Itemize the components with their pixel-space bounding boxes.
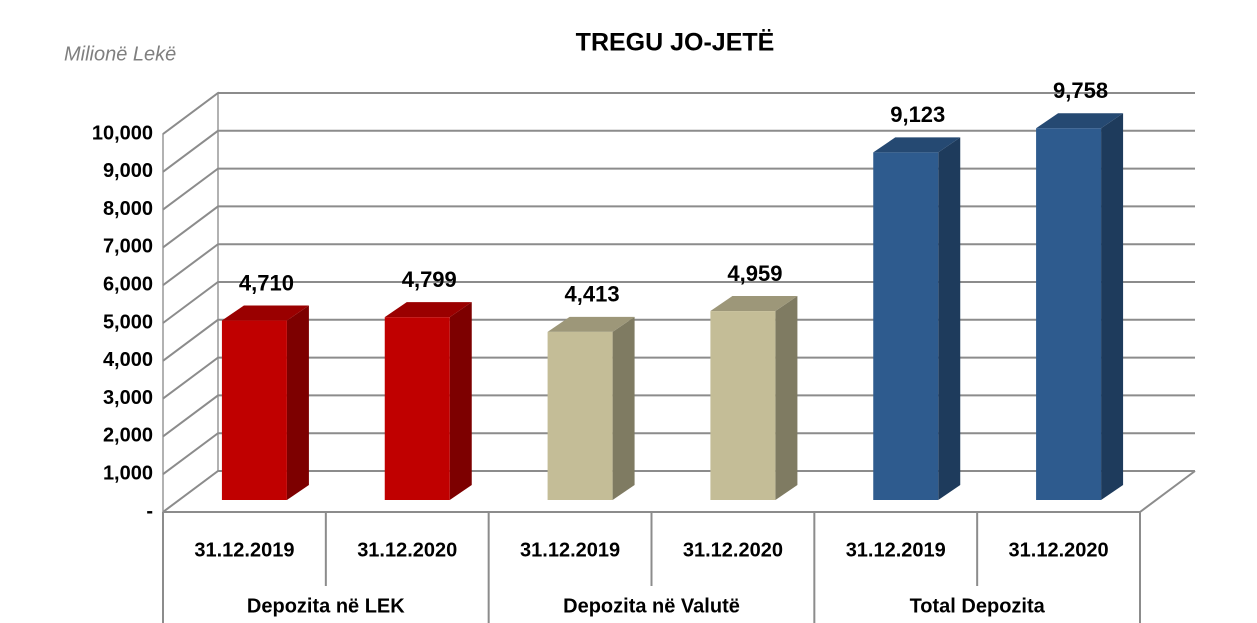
- bar-side: [938, 137, 961, 500]
- bar: [384, 302, 472, 500]
- y-tick-label: -: [146, 500, 153, 522]
- grid-line: [162, 167, 1195, 211]
- bar-side: [286, 305, 309, 500]
- y-tick-label: 4,000: [103, 349, 153, 371]
- bar-side: [775, 296, 798, 500]
- x-tick-label: 31.12.2019: [846, 539, 946, 561]
- x-tick-label: 31.12.2020: [683, 539, 783, 561]
- data-label: 9,123: [890, 102, 945, 127]
- bar-top: [1036, 113, 1124, 129]
- x-tick-label: 31.12.2019: [194, 539, 294, 561]
- y-axis-label: Milionë Lekë: [64, 43, 176, 65]
- x-tick-label: 31.12.2020: [357, 539, 457, 561]
- y-tick-label: 3,000: [103, 387, 153, 409]
- data-label: 4,799: [402, 267, 457, 292]
- bar-side: [612, 316, 635, 500]
- bar-front: [221, 320, 287, 500]
- grid-line: [162, 243, 1195, 287]
- bar-top: [710, 296, 798, 312]
- data-label: 4,710: [239, 270, 294, 295]
- bar-top: [547, 316, 635, 332]
- y-tick-label: 9,000: [103, 160, 153, 182]
- y-tick-label: 1,000: [103, 462, 153, 484]
- grid-line: [162, 432, 1195, 476]
- group-label: Total Depozita: [910, 595, 1046, 617]
- chart-title: TREGU JO-JETË: [576, 29, 775, 57]
- grid-line: [162, 281, 1195, 324]
- bar: [710, 296, 798, 500]
- bar: [1036, 113, 1124, 500]
- data-label: 4,413: [565, 282, 620, 307]
- bar: [221, 305, 309, 500]
- bar-side: [449, 302, 472, 500]
- x-tick-label: 31.12.2020: [1009, 539, 1109, 561]
- grid-line: [162, 92, 1195, 135]
- y-tick-label: 6,000: [103, 273, 153, 295]
- grid-line: [162, 318, 1195, 362]
- bar-top: [384, 302, 472, 318]
- grid-line: [162, 356, 1195, 400]
- grid-line: [162, 470, 1195, 513]
- bar-top: [221, 305, 309, 321]
- data-label: 9,758: [1053, 78, 1108, 103]
- grid-line: [162, 205, 1195, 249]
- y-tick-label: 8,000: [103, 198, 153, 220]
- bar-front: [384, 317, 450, 500]
- grid-line: [162, 129, 1195, 173]
- bar-front: [1036, 128, 1102, 500]
- bar-front: [547, 331, 613, 500]
- y-tick-label: 10,000: [92, 122, 153, 144]
- data-label: 4,959: [727, 261, 782, 286]
- bar-side: [1101, 113, 1124, 500]
- bar-top: [873, 137, 961, 153]
- y-tick-label: 5,000: [103, 311, 153, 333]
- group-label: Depozita në LEK: [247, 595, 405, 617]
- y-tick-label: 7,000: [103, 236, 153, 258]
- bar-front: [710, 311, 776, 500]
- grid-line: [162, 394, 1195, 438]
- bar: [873, 137, 961, 500]
- bar: [547, 316, 635, 500]
- group-label: Depozita në Valutë: [563, 595, 740, 617]
- bar-front: [873, 152, 939, 500]
- y-tick-label: 2,000: [103, 425, 153, 447]
- x-tick-label: 31.12.2019: [520, 539, 620, 561]
